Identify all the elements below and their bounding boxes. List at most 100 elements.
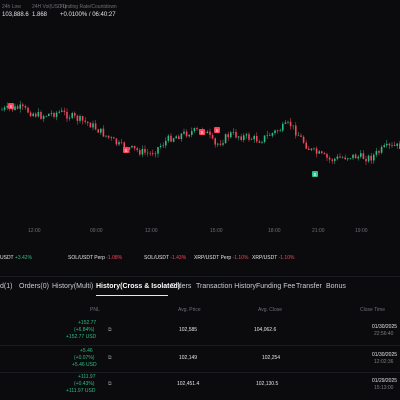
quick-item[interactable]: XRP/USDT Perp -1.10%	[194, 255, 249, 261]
candle-body	[188, 134, 190, 137]
tab-history-multi[interactable]: History(Multi)	[52, 283, 94, 290]
candle-body	[97, 129, 99, 133]
candle-body	[175, 136, 177, 139]
candle-body	[396, 143, 398, 146]
candle-body	[263, 135, 266, 143]
candle-body	[310, 148, 313, 150]
candle-body	[347, 158, 349, 160]
candle-body	[196, 128, 198, 130]
close-time: 15:13:00	[374, 385, 394, 391]
quick-item[interactable]: SOL/USDT Perp -1.08%	[68, 255, 123, 261]
x-tick: 18:00	[268, 228, 281, 234]
trade-marker-label: S	[9, 104, 12, 109]
candle-body	[185, 131, 188, 137]
candle-body	[256, 135, 258, 142]
candle-body	[365, 158, 367, 162]
quick-item[interactable]: SOL/USDT -1.43%	[144, 255, 187, 261]
candle-body	[107, 135, 110, 138]
candle-body	[250, 139, 253, 140]
candle-body	[261, 142, 263, 143]
candle-body	[128, 147, 131, 150]
candle-body	[370, 155, 372, 161]
quick-item[interactable]: XRP/USDT -1.10%	[252, 255, 295, 261]
candle-body	[131, 145, 133, 148]
candle-body	[3, 107, 6, 110]
candle-body	[172, 138, 175, 142]
copy-icon[interactable]: ⧉	[108, 355, 112, 361]
candle-body	[393, 144, 396, 146]
candle-body	[146, 152, 149, 154]
candle-body	[230, 132, 232, 138]
candle-body	[100, 128, 102, 133]
tab-transfer[interactable]: Transfer	[296, 283, 322, 290]
candle-body	[383, 145, 385, 147]
candle-body	[323, 153, 326, 155]
table-row[interactable]: +5.46 (+0.07%) ⧉ +5.46 USD 102,149 102,2…	[0, 348, 400, 374]
pnl-value: +152.77	[78, 320, 97, 326]
copy-icon[interactable]: ⧉	[108, 327, 112, 333]
candle-body	[183, 131, 185, 134]
candle-body	[222, 143, 224, 145]
tab-orders[interactable]: Orders	[170, 283, 192, 290]
candle-body	[157, 147, 159, 154]
candle-body	[11, 108, 14, 111]
candle-body	[84, 120, 86, 122]
tab-transaction-history[interactable]: Transaction History	[196, 283, 257, 290]
candle-body	[214, 138, 216, 145]
candle-body	[326, 154, 328, 158]
copy-icon[interactable]: ⧉	[108, 381, 112, 387]
x-axis: 12:00 09:00 12:00 15:00 18:00 21:00 19:0…	[0, 228, 400, 238]
candle-body	[300, 135, 302, 137]
candle-body	[136, 148, 138, 151]
row-divider	[0, 345, 400, 346]
row-divider	[0, 372, 400, 373]
candlestick-svg[interactable]: S S S S B	[0, 38, 400, 234]
candle-body	[71, 113, 73, 118]
candle-body	[362, 153, 365, 159]
avg-price: 102,149	[179, 355, 198, 361]
candle-body	[373, 154, 375, 161]
candle-body	[209, 131, 211, 136]
candle-body	[232, 131, 235, 133]
candle-body	[334, 158, 336, 161]
candle-body	[380, 146, 383, 153]
x-tick: 19:00	[355, 228, 368, 234]
candle-body	[27, 107, 29, 113]
candle-body	[24, 106, 27, 108]
close-time: 22:56:40	[374, 331, 394, 337]
candle-body	[19, 104, 21, 109]
table-row[interactable]: +152.77 (+6.84%) ⧉ +152.77 USD 102,585 1…	[0, 320, 400, 346]
candle-body	[248, 134, 250, 140]
col-close-time: Close Time	[360, 307, 386, 313]
table-row[interactable]: +111.97 (+0.43%) ⧉ +111.97 USD 102,451.4…	[0, 374, 400, 400]
candle-body	[219, 143, 222, 145]
tab-bonus[interactable]: Bonus	[326, 283, 346, 290]
x-tick: 12:00	[28, 228, 41, 234]
tab-funding-fee[interactable]: Funding Fee	[256, 283, 296, 290]
candle-body	[32, 113, 34, 117]
tab-history-cross-isolated[interactable]: History(Cross & Isolated)	[96, 283, 181, 290]
candle-body	[102, 128, 105, 137]
pnl-percent: (+0.43%)	[74, 381, 95, 387]
tab-positions[interactable]: d(1)	[0, 283, 13, 290]
tab-open-orders[interactable]: Orders(0)	[19, 283, 49, 290]
price-chart[interactable]: S S S S B	[0, 38, 400, 234]
candle-body	[14, 106, 16, 111]
close-date: 01/29/2025	[372, 378, 398, 384]
candle-body	[87, 121, 89, 123]
candle-body	[388, 143, 391, 146]
candle-body	[349, 158, 352, 159]
trade-marker	[214, 127, 220, 133]
candle-body	[375, 151, 378, 155]
candle-body	[336, 156, 339, 159]
candle-body	[391, 144, 393, 146]
candle-body	[118, 142, 120, 145]
trade-marker	[312, 171, 318, 177]
candle-body	[227, 134, 229, 138]
trade-marker	[199, 129, 205, 135]
candle-body	[276, 130, 279, 132]
col-avg-price: Avg. Price	[178, 307, 201, 313]
candle-body	[245, 134, 248, 136]
candle-body	[302, 136, 305, 143]
quick-item[interactable]: USDT +3.42%	[0, 255, 33, 261]
